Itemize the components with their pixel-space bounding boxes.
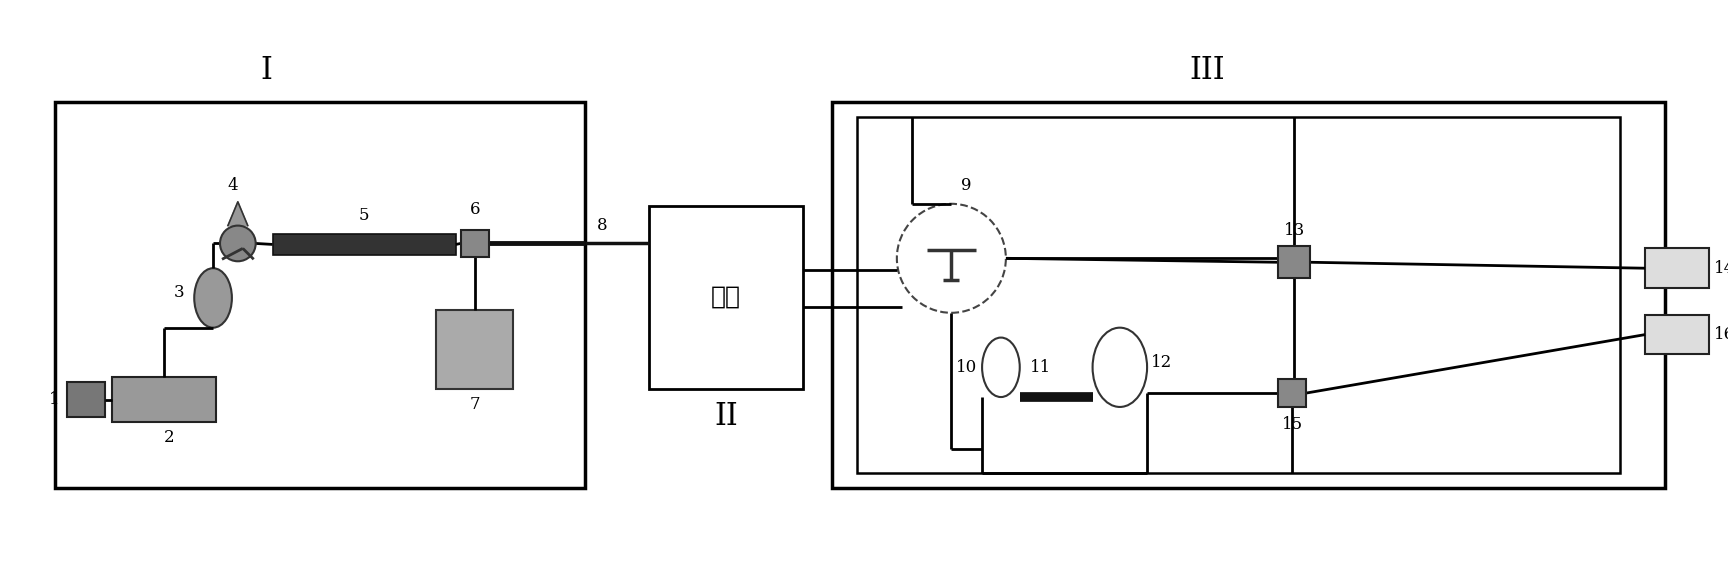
Text: 2: 2	[164, 429, 175, 446]
Bar	[55, 101, 584, 488]
Text: 7: 7	[470, 396, 480, 413]
Text: 16: 16	[1714, 326, 1728, 343]
Text: 13: 13	[1284, 222, 1305, 239]
Text: 4: 4	[228, 177, 238, 195]
Text: 5: 5	[359, 207, 370, 224]
Bar	[112, 377, 216, 422]
Text: I: I	[261, 55, 273, 86]
Text: II: II	[714, 401, 738, 433]
Bar	[1279, 379, 1306, 407]
Bar	[461, 230, 489, 257]
Text: 15: 15	[1282, 416, 1303, 433]
Text: 11: 11	[1030, 359, 1051, 376]
Bar	[1279, 247, 1310, 278]
Bar	[67, 382, 105, 417]
Text: 9: 9	[961, 177, 971, 195]
Text: III: III	[1189, 55, 1225, 86]
Text: 接口: 接口	[710, 286, 741, 309]
Bar	[435, 310, 513, 389]
Text: 12: 12	[1151, 354, 1172, 371]
Polygon shape	[228, 202, 247, 226]
Ellipse shape	[194, 268, 232, 328]
Circle shape	[219, 226, 256, 261]
Text: 3: 3	[175, 285, 185, 301]
Text: 8: 8	[598, 217, 608, 234]
Text: 14: 14	[1714, 259, 1728, 277]
Bar	[857, 117, 1621, 473]
Ellipse shape	[982, 338, 1020, 397]
Text: 1: 1	[48, 391, 60, 408]
Circle shape	[897, 204, 1006, 313]
Bar	[1645, 248, 1709, 288]
Bar	[833, 101, 1664, 488]
Bar	[1645, 315, 1709, 354]
Bar	[650, 206, 804, 389]
Text: 6: 6	[470, 201, 480, 218]
Text: 10: 10	[956, 359, 976, 376]
Ellipse shape	[1092, 328, 1147, 407]
Bar	[273, 234, 456, 255]
